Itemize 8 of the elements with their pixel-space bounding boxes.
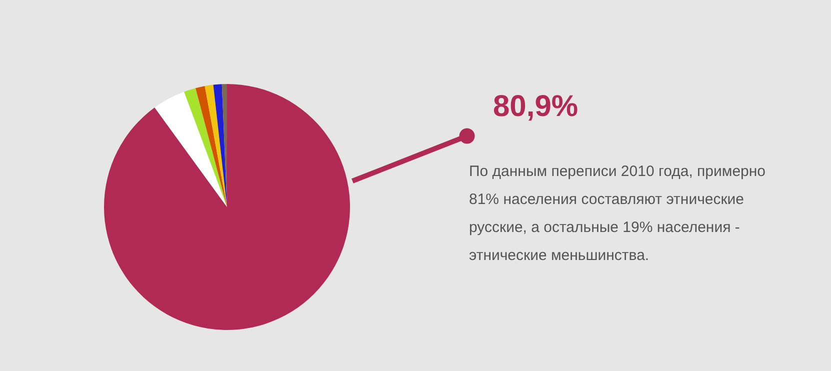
pie-slice: [184, 88, 227, 207]
pie-slice: [104, 84, 350, 330]
text: По данным переписи 2010 года, примерно 81% населения составляют этнические русские, а остальные 19% населения - этнические меньшинства.: [469, 163, 766, 264]
data-label: 80,9%: [493, 90, 578, 123]
pie-slice: [196, 86, 227, 207]
pie-slice: [154, 92, 227, 207]
pie-slice: [204, 84, 227, 207]
pie-slice: [213, 84, 227, 207]
